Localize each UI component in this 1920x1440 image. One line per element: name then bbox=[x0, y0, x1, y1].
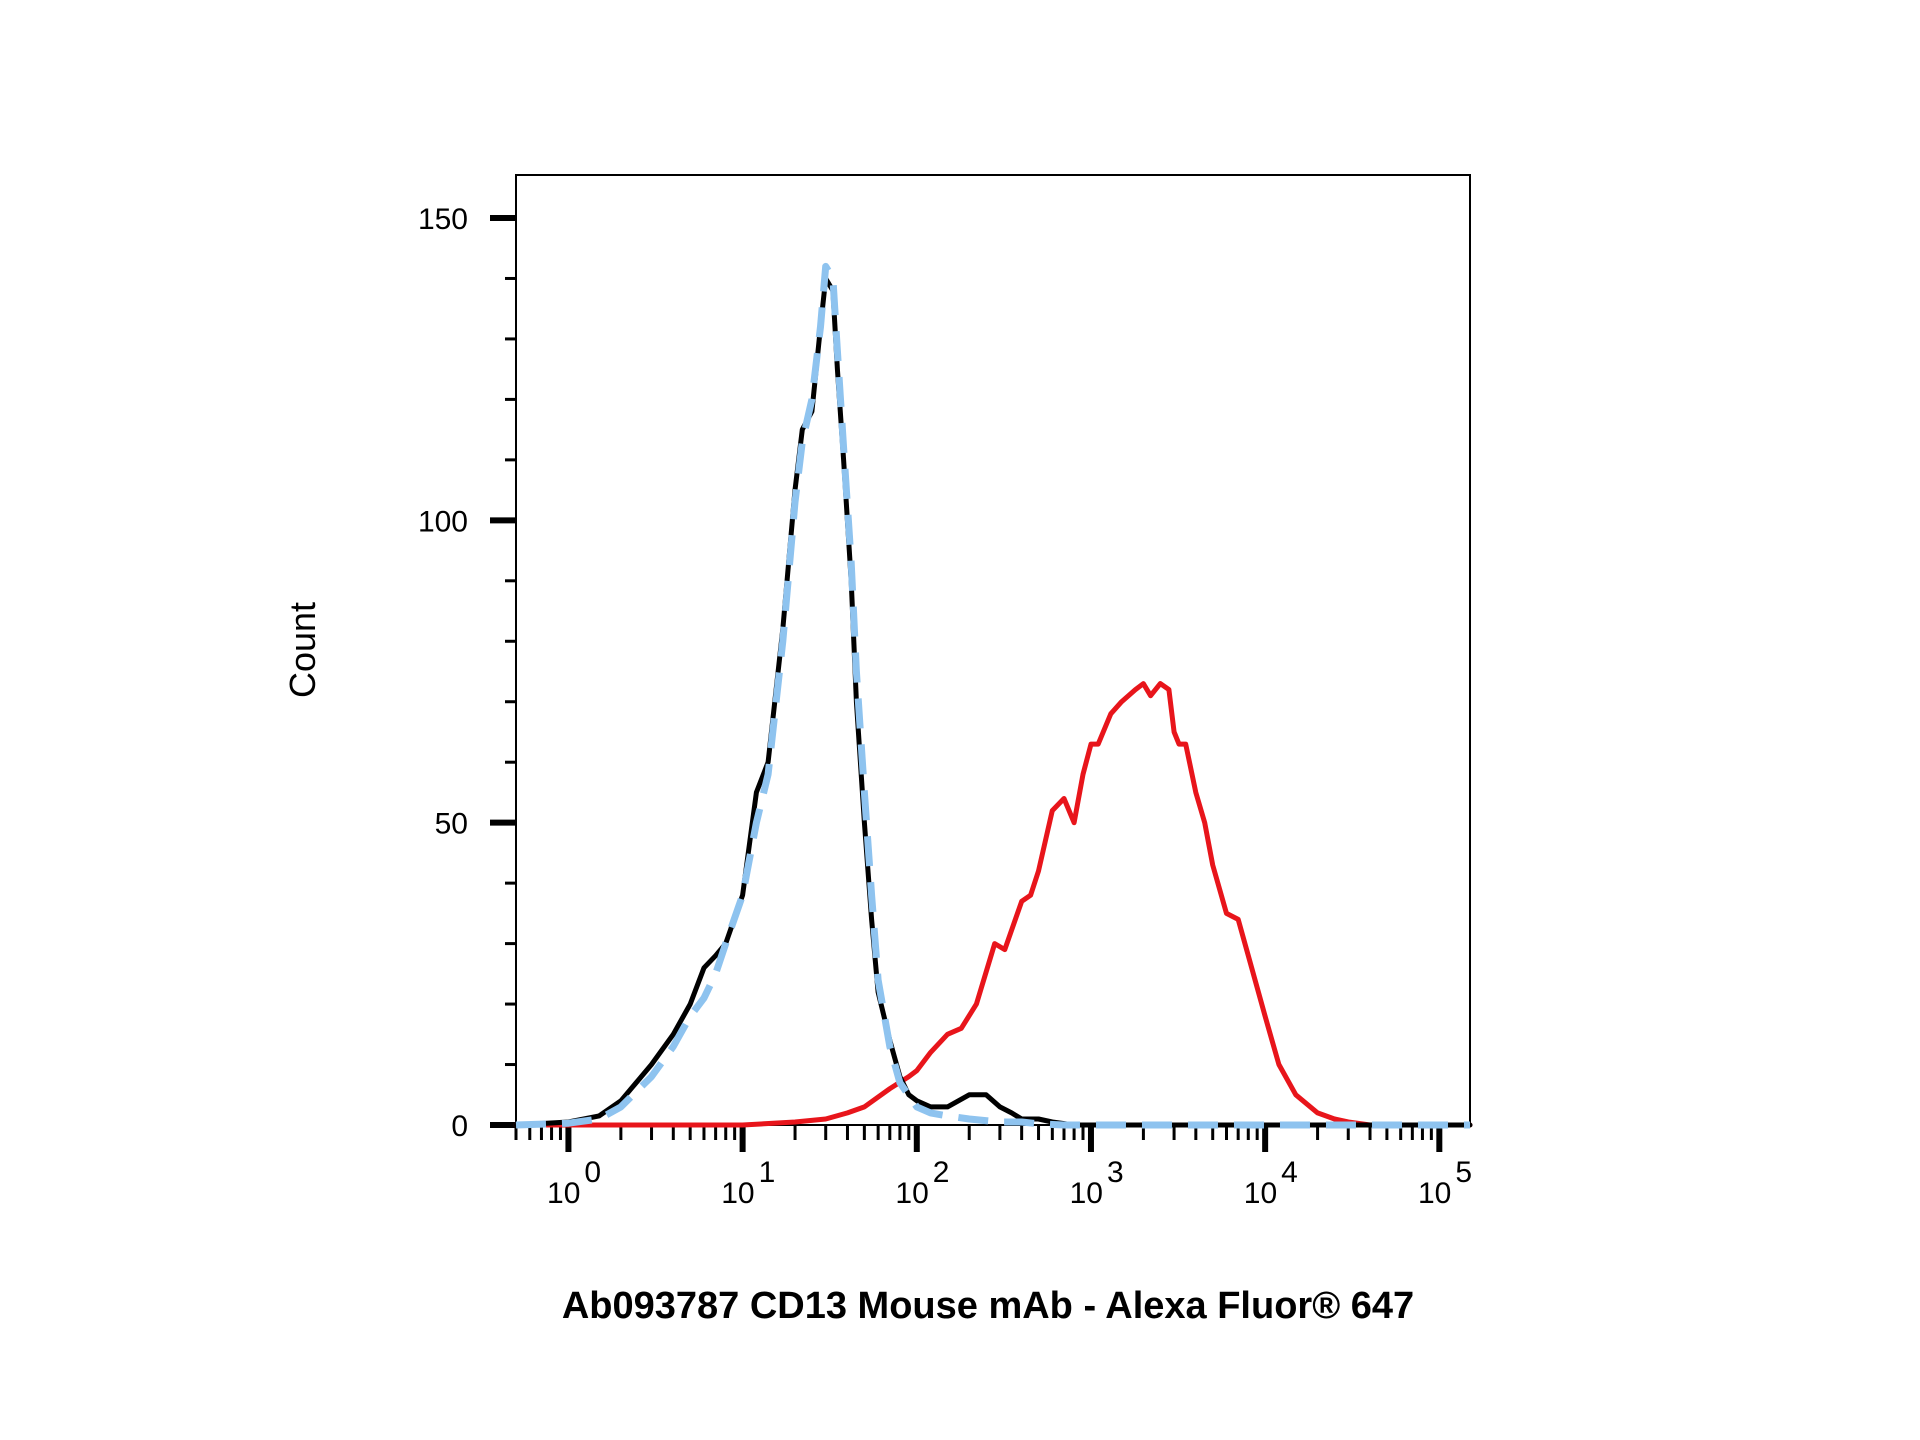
y-axis: 0 50 100 150 bbox=[418, 203, 516, 1143]
series-line-0 bbox=[513, 276, 1473, 1128]
series-line-2 bbox=[513, 681, 1473, 1128]
x-tick-label-base: 10 bbox=[895, 1177, 928, 1210]
x-axis-title: Ab093787 CD13 Mouse mAb - Alexa Fluor® 6… bbox=[562, 1285, 1414, 1327]
x-tick-label-exponent: 0 bbox=[584, 1156, 601, 1189]
series-line-1 bbox=[515, 262, 1470, 1129]
y-tick-label: 50 bbox=[435, 808, 468, 841]
x-tick-label-base: 10 bbox=[1418, 1177, 1451, 1210]
x-tick-label-exponent: 3 bbox=[1107, 1156, 1124, 1189]
x-tick-label-exponent: 1 bbox=[759, 1156, 776, 1189]
x-tick-label-base: 10 bbox=[721, 1177, 754, 1210]
x-tick-label-exponent: 2 bbox=[933, 1156, 950, 1189]
x-tick-label-base: 10 bbox=[1070, 1177, 1103, 1210]
x-tick-label-base: 10 bbox=[547, 1177, 580, 1210]
series-layer bbox=[513, 262, 1473, 1129]
plot-frame bbox=[515, 174, 1471, 1126]
y-tick-label: 0 bbox=[451, 1110, 468, 1143]
y-tick-label: 150 bbox=[418, 203, 468, 236]
x-tick-label-exponent: 5 bbox=[1455, 1156, 1472, 1189]
y-tick-label: 100 bbox=[418, 505, 468, 538]
x-tick-label-base: 10 bbox=[1244, 1177, 1277, 1210]
y-axis-title: Count bbox=[282, 602, 323, 698]
x-tick-label-exponent: 4 bbox=[1281, 1156, 1298, 1189]
